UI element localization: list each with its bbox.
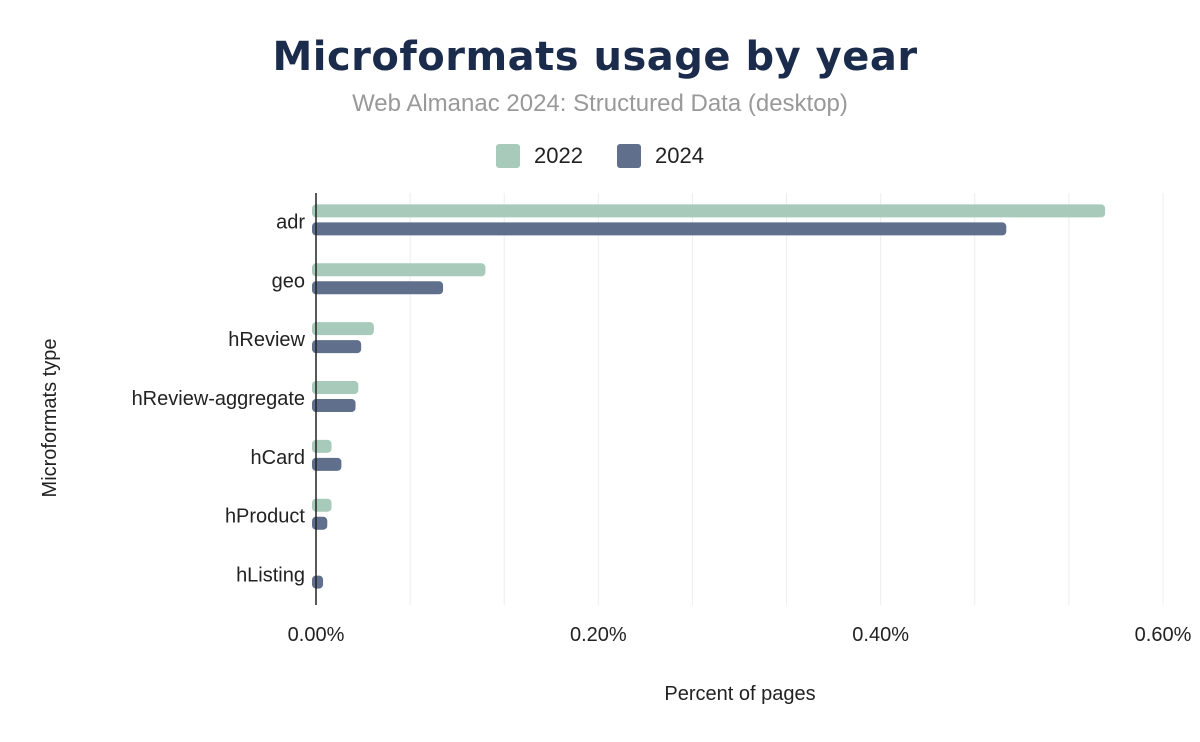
- y-tick-label: geo: [272, 270, 305, 292]
- bar-2022-hReview: [312, 322, 374, 336]
- legend-swatch: [496, 144, 521, 168]
- y-tick-label: adr: [276, 211, 305, 233]
- bar-2022-hCard: [312, 439, 332, 453]
- x-tick-label: 0.20%: [570, 624, 627, 646]
- x-tick-label: 0.60%: [1135, 624, 1192, 646]
- y-tick-label: hReview: [228, 329, 305, 351]
- legend-label: 2022: [534, 143, 583, 168]
- legend-item-2024[interactable]: 2024: [617, 143, 704, 169]
- y-tick-label: hListing: [236, 565, 305, 587]
- bar-2024-hReview: [312, 340, 362, 354]
- y-tick-label: hCard: [251, 447, 305, 469]
- chart-title: Microformats usage by year: [272, 34, 918, 80]
- x-axis-label: Percent of pages: [664, 683, 815, 705]
- legend-label: 2024: [655, 143, 704, 168]
- legend-item-2022[interactable]: 2022: [496, 143, 583, 169]
- bar-2024-geo: [312, 281, 444, 295]
- y-tick-label: hProduct: [225, 506, 305, 528]
- legend-swatch: [617, 144, 641, 168]
- bar-2024-hProduct: [312, 516, 328, 530]
- bar-2022-hReview-aggregate: [312, 381, 359, 394]
- x-tick-label: 0.40%: [852, 624, 909, 646]
- bar-2022-geo: [312, 263, 486, 277]
- y-tick-label: hReview-aggregate: [132, 388, 305, 410]
- x-tick-label: 0.00%: [288, 624, 345, 646]
- legend: 2022 2024: [0, 143, 1200, 169]
- bar-2022-hProduct: [312, 498, 332, 512]
- bar-2024-adr: [312, 222, 1007, 236]
- bar-2024-hCard: [312, 457, 342, 471]
- bar-2022-adr: [312, 204, 1106, 218]
- chart-subtitle: Web Almanac 2024: Structured Data (deskt…: [352, 90, 848, 117]
- y-axis-label: Microformats type: [39, 339, 61, 498]
- bar-2024-hListing: [312, 575, 324, 589]
- bar-2024-hReview-aggregate: [312, 399, 356, 412]
